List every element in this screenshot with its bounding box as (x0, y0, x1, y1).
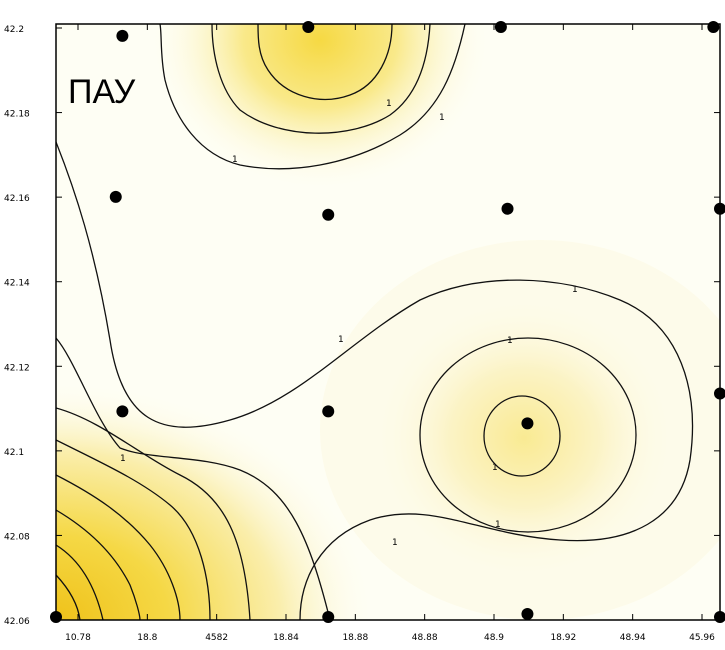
contour-line (483, 395, 561, 477)
contour-label: 1 (572, 285, 578, 295)
y-tick-label: 42.1 (4, 448, 24, 458)
sample-point (322, 208, 335, 221)
sample-point (521, 417, 534, 430)
contour-line (419, 337, 637, 533)
y-axis: 42.2 42.18 42.16 42.14 42.12 42.1 42.08 42.06 (4, 25, 720, 627)
contour-label: 1 (232, 155, 238, 165)
sample-point (707, 20, 720, 33)
y-tick-label: 42.12 (4, 363, 30, 373)
sample-points (50, 20, 725, 624)
x-tick-label: 10.78 (65, 633, 91, 643)
sample-point (116, 29, 129, 42)
contour-label: 1 (492, 463, 498, 473)
contour-label: 1 (507, 336, 513, 346)
contour-label: 1 (338, 335, 344, 345)
contour-label: 1 (120, 454, 126, 464)
contour-line (56, 474, 181, 620)
contour-line (56, 509, 141, 620)
contour-label: 1 (439, 113, 445, 123)
sample-point (322, 611, 335, 624)
sample-point (322, 405, 335, 418)
y-tick-label: 42.16 (4, 194, 30, 204)
sample-point (714, 202, 725, 215)
contour-label: 1 (392, 538, 398, 548)
x-tick-label: 48.88 (412, 633, 438, 643)
x-tick-label: 45.96 (689, 633, 715, 643)
sample-point (116, 405, 129, 418)
contour-line (56, 544, 104, 620)
sample-point (109, 190, 122, 203)
contour-line (257, 24, 393, 101)
sample-point (302, 20, 315, 33)
sample-point (494, 20, 507, 33)
x-tick-label: 4582 (205, 633, 228, 643)
x-tick-label: 48.94 (620, 633, 646, 643)
y-tick-label: 42.14 (4, 279, 30, 289)
contour-line (56, 407, 251, 620)
x-tick-label: 48.9 (484, 633, 504, 643)
plot-frame (55, 23, 721, 621)
contour-label: 1 (495, 520, 501, 530)
y-tick-label: 42.08 (4, 532, 30, 542)
sample-point (714, 387, 725, 400)
contour-line (56, 141, 694, 620)
y-tick-label: 42.06 (4, 617, 30, 627)
y-tick-label: 42.2 (4, 25, 24, 35)
contour-lines (56, 24, 694, 620)
contour-line (159, 24, 466, 170)
sample-point (501, 202, 514, 215)
contour-line (211, 24, 431, 134)
sample-point (714, 611, 725, 624)
sample-point (50, 611, 62, 624)
x-tick-label: 18.88 (342, 633, 368, 643)
contour-label: 1 (386, 99, 392, 109)
x-tick-label: 18.92 (550, 633, 576, 643)
x-axis: 10.78 18.8 4582 18.84 18.88 48.88 48.9 18.92 48.… (65, 24, 715, 643)
y-tick-label: 42.18 (4, 110, 30, 120)
sample-point (521, 608, 534, 621)
contour-line (56, 439, 211, 620)
contour-line (56, 574, 81, 620)
contour-labels: 1 1 1 1 1 1 1 1 1 1 (120, 99, 578, 548)
x-tick-label: 18.84 (273, 633, 299, 643)
contour-line (56, 337, 331, 620)
x-tick-label: 18.8 (137, 633, 157, 643)
chart-title: ПАУ (68, 73, 136, 111)
